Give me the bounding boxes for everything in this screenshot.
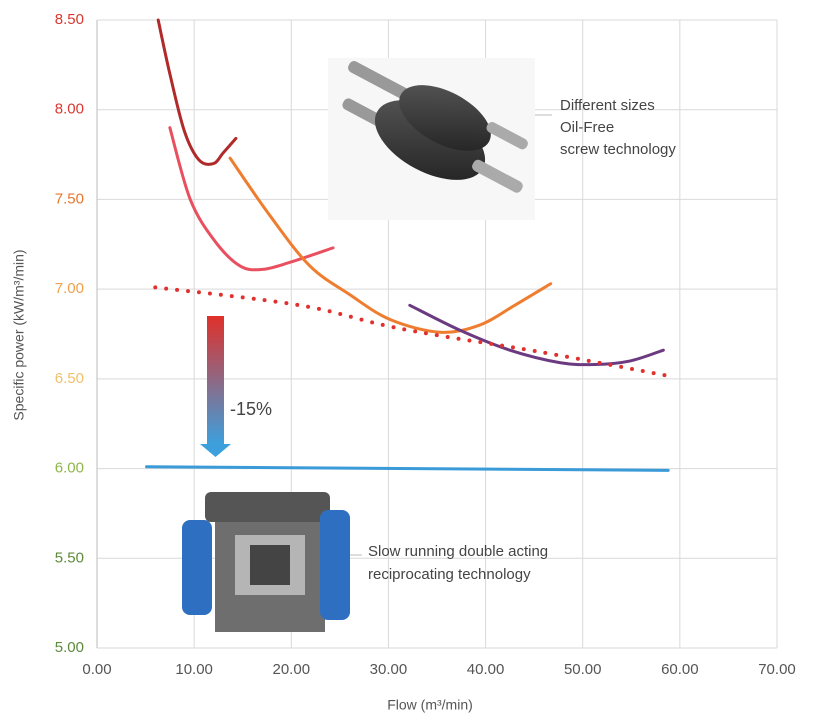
x-tick-label: 60.00 — [661, 661, 699, 678]
annotation: screw technology — [560, 141, 676, 158]
y-axis-label: Specific power (kW/m³/min) — [11, 249, 27, 420]
x-tick-label: 20.00 — [273, 661, 311, 678]
x-tick-label: 40.00 — [467, 661, 505, 678]
y-tick-label: 7.00 — [55, 280, 84, 297]
y-tick-label: 7.50 — [55, 190, 84, 207]
series-line — [155, 287, 665, 375]
reduction-arrow — [200, 316, 231, 457]
annotation: Slow running double acting — [368, 543, 548, 560]
annotation: reciprocating technology — [368, 566, 531, 583]
annotation: Different sizes — [560, 97, 655, 114]
y-tick-label: 6.00 — [55, 460, 84, 477]
x-axis-label: Flow (m³/min) — [387, 697, 473, 713]
series-line — [158, 20, 236, 164]
series-line — [147, 467, 669, 471]
x-tick-label: 50.00 — [564, 661, 602, 678]
annotation: -15% — [230, 399, 272, 419]
x-tick-label: 0.00 — [82, 661, 111, 678]
annotation: Oil-Free — [560, 119, 614, 136]
y-tick-label: 8.50 — [55, 11, 84, 28]
x-tick-label: 30.00 — [370, 661, 408, 678]
y-tick-label: 5.50 — [55, 549, 84, 566]
y-tick-label: 5.00 — [55, 639, 84, 656]
screw-image — [328, 58, 552, 220]
compressor-image — [182, 492, 362, 632]
chart: 5.00 5.50 6.00 6.50 7.00 7.50 8.00 8.50 0.00 10.0… — [0, 0, 822, 718]
y-tick-label: 8.00 — [55, 101, 84, 118]
x-tick-label: 70.00 — [758, 661, 796, 678]
y-tick-label: 6.50 — [55, 370, 84, 387]
x-tick-label: 10.00 — [175, 661, 213, 678]
